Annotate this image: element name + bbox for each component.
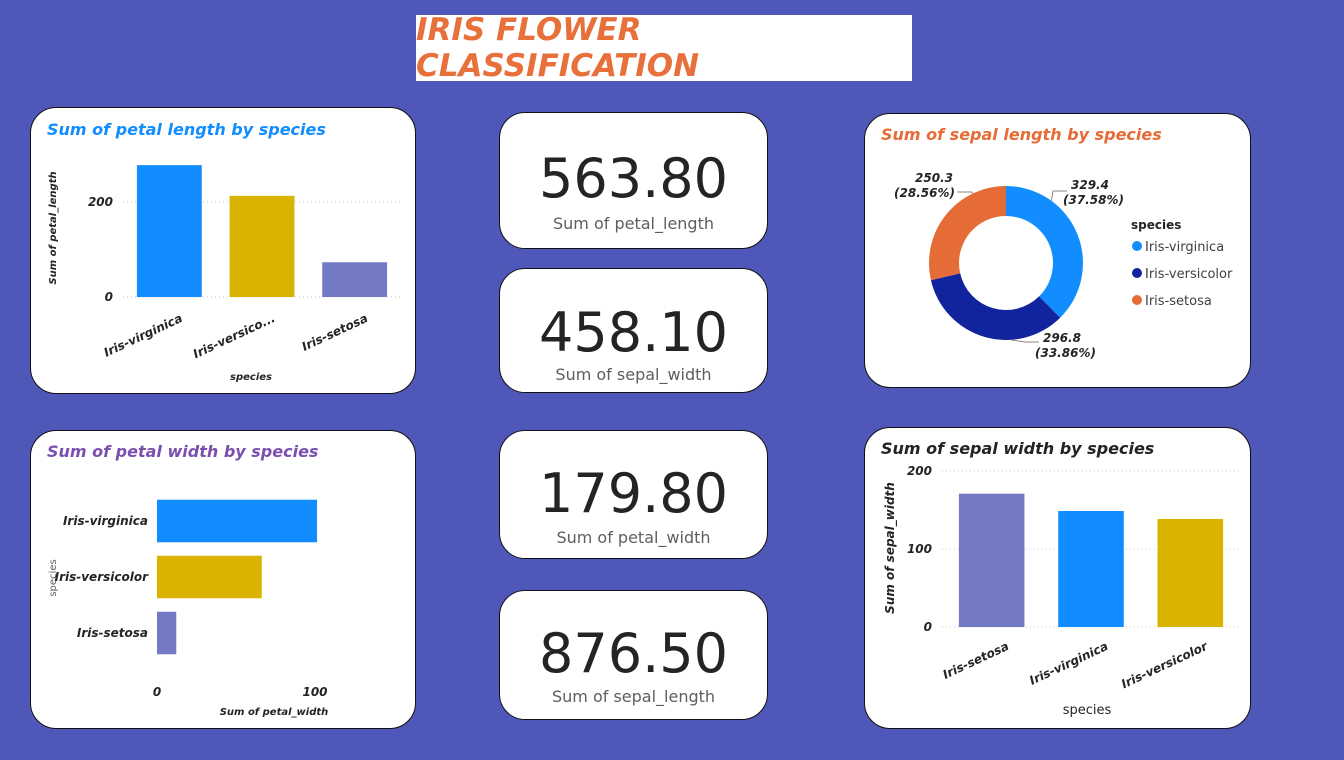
y-tick-label: Iris-virginica [63, 514, 148, 528]
dashboard-title: IRIS FLOWER CLASSIFICATION [416, 12, 700, 84]
petal-width-x-axis-label: Sum of petal_width [220, 707, 329, 718]
legend-item-iris-setosa[interactable]: Iris-setosa [1145, 294, 1212, 309]
petal-width-y-axis-label: species [48, 559, 59, 596]
kpi-card-petal-length[interactable]: 563.80 Sum of petal_length [499, 112, 768, 249]
sepal-length-plot-area: 329.4(37.58%) 296.8(33.86%) 250.3(28.56%) s… [894, 171, 1233, 360]
bar-iris-versicolor[interactable] [1157, 518, 1224, 627]
kpi-card-petal-width[interactable]: 179.80 Sum of petal_width [499, 430, 768, 559]
data-label-value: 250.3 [915, 171, 953, 185]
kpi-card-sepal-length[interactable]: 876.50 Sum of sepal_length [499, 590, 768, 720]
petal-length-y-axis-label: Sum of petal_length [48, 171, 59, 284]
leader-line [957, 191, 974, 194]
sepal-width-chart: Sum of sepal width by species Sum of sep… [881, 439, 1240, 718]
y-tick-label: Iris-setosa [77, 626, 148, 640]
x-tick-label: 0 [153, 685, 161, 699]
bar-iris-setosa[interactable] [157, 611, 177, 655]
data-label-percent: (33.86%) [1035, 346, 1096, 360]
legend-marker [1132, 241, 1142, 251]
legend-marker [1132, 268, 1142, 278]
kpi-value: 563.80 [539, 147, 728, 210]
kpi-label: Sum of petal_length [553, 214, 714, 233]
y-tick-label: 200 [907, 464, 932, 478]
y-tick-label: 0 [105, 290, 113, 304]
leader-line [1011, 339, 1039, 343]
kpi-label: Sum of sepal_width [555, 365, 712, 384]
x-tick-label: Iris-versico... [191, 311, 277, 361]
sepal-length-chart: Sum of sepal length by species 329.4(37.… [881, 125, 1233, 360]
kpi-value: 876.50 [539, 622, 728, 685]
bar-iris-setosa[interactable] [958, 493, 1025, 627]
kpi-label: Sum of sepal_length [551, 687, 716, 706]
x-tick-label: Iris-virginica [102, 311, 185, 360]
bar-iris-versicolor[interactable] [157, 555, 262, 599]
sepal-width-plot-area: 0 100 200 Iris-setosa Iris-virginica Iris-ver… [907, 464, 1240, 691]
kpi-label: Sum of petal_width [556, 528, 711, 547]
y-tick-label: 200 [88, 195, 113, 209]
petal-length-chart-title: Sum of petal length by species [47, 120, 326, 139]
kpi-value: 179.80 [539, 462, 728, 525]
x-tick-label: Iris-versicolor [1119, 639, 1211, 692]
petal-length-plot-area: 0 200 Iris-virginica Iris-versico... Iris-se… [88, 165, 401, 361]
donut-slice-iris-virginica[interactable] [1006, 186, 1083, 318]
petal-length-x-axis-label: species [230, 372, 272, 383]
bar-iris-versicolor[interactable] [229, 195, 295, 297]
donut-slice-iris-versicolor[interactable] [930, 273, 1061, 341]
petal-width-plot-area: Iris-virginica Iris-versicolor Iris-setosa… [55, 499, 328, 699]
bar-iris-setosa[interactable] [322, 262, 388, 297]
sepal-width-y-axis-label: Sum of sepal_width [883, 482, 898, 614]
sepal-length-chart-card[interactable]: Sum of sepal length by species 329.4 (37.… [864, 113, 1251, 388]
legend-title: species [1131, 218, 1181, 232]
y-tick-label: 0 [924, 620, 932, 634]
data-label-value: 329.4 [1071, 178, 1109, 192]
petal-width-chart-card[interactable]: Sum of petal width by species species Su… [30, 430, 416, 729]
leader-line [1050, 190, 1067, 201]
petal-length-chart-card[interactable]: Sum of petal length by species Sum of pe… [30, 107, 416, 394]
petal-length-chart: Sum of petal length by species Sum of pe… [47, 120, 401, 383]
legend-item-iris-versicolor[interactable]: Iris-versicolor [1145, 267, 1233, 282]
x-tick-label: Iris-virginica [1027, 639, 1110, 688]
kpi-card-sepal-width[interactable]: 458.10 Sum of sepal_width [499, 268, 768, 393]
kpi-value: 458.10 [539, 301, 728, 364]
dashboard-title-box: IRIS FLOWER CLASSIFICATION [416, 12, 912, 84]
data-label-value: 296.8 [1043, 331, 1081, 345]
x-tick-label: Iris-setosa [300, 311, 370, 354]
data-label-percent: (37.58%) [1063, 193, 1124, 207]
petal-width-chart-title: Sum of petal width by species [47, 442, 318, 461]
sepal-width-x-axis-label: species [1063, 703, 1112, 718]
sepal-width-chart-card[interactable]: Sum of sepal width by species Sum of sep… [864, 427, 1251, 729]
y-tick-label: 100 [907, 542, 932, 556]
sepal-width-chart-title: Sum of sepal width by species [881, 439, 1154, 458]
donut-slice-iris-setosa[interactable] [929, 186, 1006, 281]
bar-iris-virginica[interactable] [136, 165, 202, 297]
x-tick-label: 100 [302, 685, 327, 699]
y-tick-label: Iris-versicolor [55, 570, 149, 584]
data-label-percent: (28.56%) [894, 186, 955, 200]
sepal-length-chart-title: Sum of sepal length by species [881, 125, 1162, 144]
legend-item-iris-virginica[interactable]: Iris-virginica [1145, 240, 1224, 255]
legend-marker [1132, 295, 1142, 305]
x-tick-label: Iris-setosa [941, 639, 1011, 682]
bar-iris-virginica[interactable] [157, 499, 318, 543]
petal-width-chart: Sum of petal width by species species Su… [47, 442, 329, 718]
bar-iris-virginica[interactable] [1058, 511, 1124, 627]
